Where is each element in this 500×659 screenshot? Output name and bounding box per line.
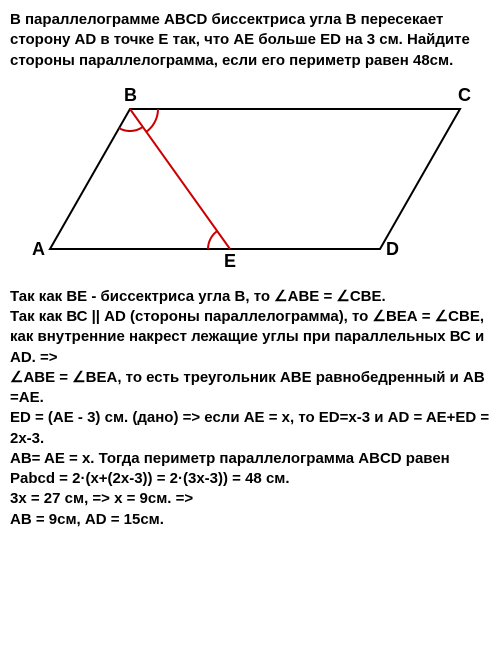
label-d: D xyxy=(386,239,399,259)
solution-line: 3x = 27 см, => x = 9см. => xyxy=(10,489,490,509)
label-e: E xyxy=(224,251,236,271)
problem-statement: В параллелограмме ABCD биссектриса угла … xyxy=(10,10,490,71)
geometry-diagram: A B C D E xyxy=(20,79,480,279)
angle-arc-cbe xyxy=(146,109,158,132)
solution-line: ∠АВЕ = ∠ВЕА, то есть треугольник АВЕ рав… xyxy=(10,368,490,409)
solution-line: AB= AE = x. Тогда периметр параллелограм… xyxy=(10,449,490,490)
bisector-be xyxy=(130,109,230,249)
angle-arc-abe xyxy=(119,127,143,131)
label-c: C xyxy=(458,85,471,105)
solution-line: Так как ВЕ - биссектриса угла В, то ∠АВЕ… xyxy=(10,287,490,307)
solution-line: ED = (AE - 3) см. (дано) => если АЕ = х,… xyxy=(10,408,490,449)
solution-block: Так как ВЕ - биссектриса угла В, то ∠АВЕ… xyxy=(10,287,490,530)
angle-arc-bea xyxy=(208,231,217,249)
label-a: A xyxy=(32,239,45,259)
parallelogram-abcd xyxy=(50,109,460,249)
label-b: B xyxy=(124,85,137,105)
solution-line: Так как ВС || AD (стороны параллелограмм… xyxy=(10,307,490,368)
solution-line: AB = 9см, AD = 15см. xyxy=(10,510,490,530)
problem-text: В параллелограмме ABCD биссектриса угла … xyxy=(10,11,470,69)
